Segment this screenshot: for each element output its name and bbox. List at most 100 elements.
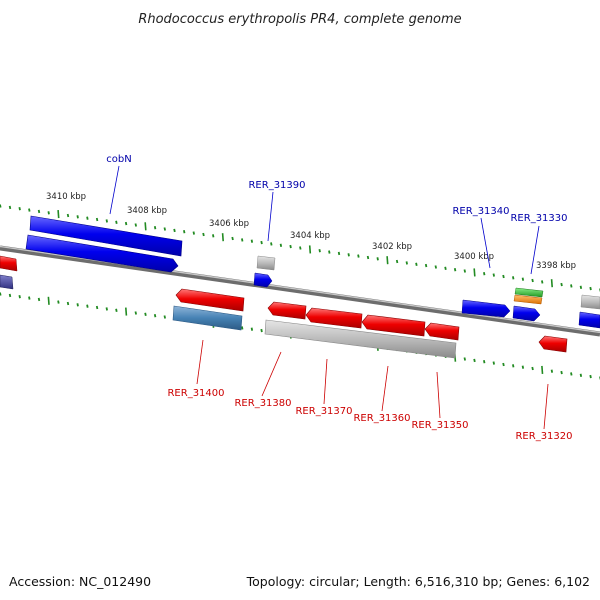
minor-tick [337, 251, 341, 256]
minor-tick [299, 246, 302, 250]
minor-tick [473, 358, 476, 363]
minor-tick [144, 312, 147, 316]
minor-tick [560, 282, 563, 287]
gene-feature[interactable] [267, 301, 307, 320]
minor-tick [105, 219, 108, 223]
minor-tick [241, 238, 244, 242]
gene-feature[interactable] [0, 255, 18, 272]
genome-backbone [0, 245, 600, 337]
minor-tick [463, 357, 466, 361]
forward-labels: cobN RER_31390 RER_31340 RER_31330 [106, 154, 568, 275]
minor-tick [512, 276, 515, 280]
gene-label-rer-31390[interactable]: RER_31390 [248, 180, 305, 191]
scale-label: 3398 kbp [536, 261, 576, 271]
gene-feature[interactable] [256, 255, 276, 271]
minor-tick [492, 361, 495, 365]
minor-tick [260, 328, 263, 333]
gene-feature[interactable] [253, 272, 273, 288]
minor-tick [28, 208, 31, 212]
reverse-labels: RER_31400 RER_31380 RER_31370 RER_31360 … [167, 339, 573, 442]
major-tick [57, 210, 60, 219]
minor-tick [483, 272, 486, 276]
gene-label-rer-31370[interactable]: RER_31370 [295, 406, 352, 417]
gene-feature[interactable] [305, 307, 363, 329]
minor-tick [289, 244, 292, 249]
gene-label-cobN[interactable]: cobN [106, 154, 131, 165]
gene-label-rer-31330[interactable]: RER_31330 [510, 213, 567, 224]
minor-tick [521, 277, 525, 281]
minor-tick [270, 242, 273, 246]
label-leader-line [109, 165, 120, 215]
minor-tick [328, 250, 331, 254]
gene-feature[interactable] [578, 311, 600, 329]
minor-tick [463, 269, 466, 273]
label-leader-line [261, 351, 282, 397]
minor-tick [76, 303, 79, 307]
gene-feature[interactable] [514, 287, 544, 298]
gene-feature[interactable] [461, 299, 511, 318]
minor-tick [115, 220, 118, 224]
gene-feature[interactable] [512, 305, 541, 322]
gene-label-rer-31320[interactable]: RER_31320 [515, 431, 572, 442]
minor-tick [47, 211, 50, 215]
minor-tick [173, 228, 176, 233]
minor-tick [0, 204, 2, 208]
gene-label-rer-31360[interactable]: RER_31360 [353, 413, 410, 424]
label-leader-line [530, 225, 540, 275]
gene-feature[interactable] [361, 314, 426, 337]
minor-tick [231, 236, 234, 241]
minor-tick [76, 215, 79, 219]
minor-tick [250, 239, 254, 243]
minor-tick [95, 305, 99, 310]
minor-tick [589, 374, 592, 379]
gene-label-rer-31340[interactable]: RER_31340 [452, 206, 509, 217]
scale-labels: 3410 kbp 3408 kbp 3406 kbp 3404 kbp 3402… [46, 192, 576, 271]
gene-feature[interactable] [513, 294, 543, 305]
label-leader-line [381, 365, 389, 412]
gene-feature[interactable] [29, 215, 183, 257]
gene-feature[interactable] [424, 322, 460, 341]
gene-label-rer-31350[interactable]: RER_31350 [411, 420, 468, 431]
major-tick [144, 222, 147, 231]
major-tick [47, 296, 50, 305]
minor-tick [541, 280, 544, 284]
minor-tick [579, 285, 583, 289]
minor-tick [395, 259, 399, 264]
scale-label: 3402 kbp [372, 242, 412, 252]
gene-label-rer-31380[interactable]: RER_31380 [234, 398, 291, 409]
gene-feature[interactable] [25, 234, 179, 273]
minor-tick [66, 301, 70, 306]
minor-tick [521, 365, 525, 369]
minor-tick [376, 257, 379, 261]
gene-feature[interactable] [172, 305, 243, 331]
label-leader-line [196, 339, 204, 385]
minor-tick [502, 274, 505, 279]
minor-tick [202, 232, 205, 237]
minor-tick [241, 326, 244, 330]
map-title: Rhodococcus erythropolis PR4, complete g… [138, 12, 461, 27]
gene-feature[interactable] [175, 288, 245, 312]
minor-tick [531, 278, 534, 283]
minor-tick [95, 217, 99, 222]
minor-tick [18, 295, 21, 299]
scale-label: 3400 kbp [454, 252, 494, 262]
gene-label-rer-31400[interactable]: RER_31400 [167, 388, 224, 399]
gene-feature[interactable] [0, 274, 14, 290]
label-leader-line [267, 191, 274, 242]
minor-tick [57, 300, 60, 304]
minor-tick [37, 297, 41, 302]
gene-feature[interactable] [538, 335, 568, 353]
minor-tick [115, 308, 118, 312]
minor-tick [163, 315, 166, 319]
minor-tick [589, 286, 592, 291]
minor-tick [86, 304, 89, 308]
minor-tick [483, 360, 486, 364]
major-tick [125, 307, 128, 316]
minor-tick [18, 207, 21, 211]
major-tick [541, 365, 544, 374]
gene-feature[interactable] [264, 319, 457, 359]
gene-feature[interactable] [580, 294, 600, 310]
scale-ticks-outer [0, 204, 600, 292]
minor-tick [28, 296, 31, 300]
